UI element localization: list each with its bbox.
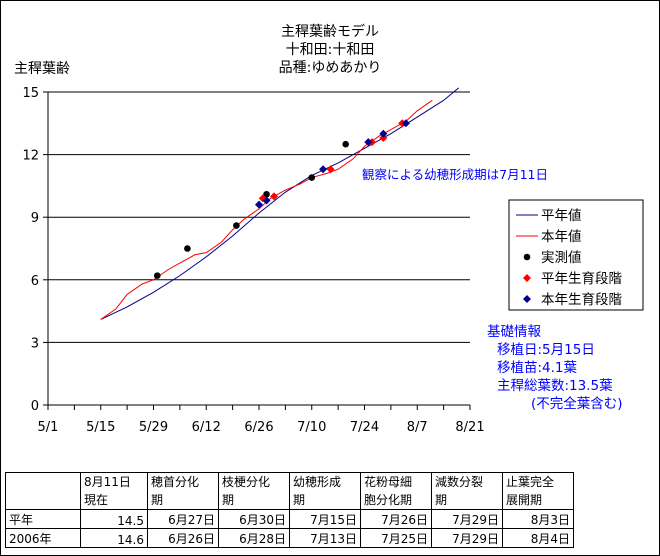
table-cell: 6月27日 (147, 509, 219, 529)
table-cell: 7月26日 (360, 509, 432, 529)
data-point (153, 272, 161, 279)
growth-stage-table: 8月11日 現在 穂首分化期 枝梗分化期 幼穂形成期 花粉母細 胞分化期 減数分裂期… (5, 472, 574, 548)
table-header-cell: 幼穂形成期 (289, 472, 361, 510)
legend-entry: 本年値 (541, 229, 582, 245)
y-tick-label: 9 (31, 211, 39, 226)
legend-box (508, 199, 644, 311)
data-point (401, 119, 410, 128)
info-line: 移植日:5月15日 (497, 342, 595, 358)
data-point (262, 196, 271, 205)
table-cell: 6月26日 (147, 528, 219, 548)
info-heading: 基礎情報 (487, 323, 541, 340)
table-header-cell: 穂首分化期 (147, 472, 219, 510)
info-line: 移植苗:4.1葉 (497, 360, 578, 376)
y-tick-label: 3 (31, 336, 39, 351)
x-tick-label: 6/26 (244, 420, 273, 435)
data-point (308, 174, 316, 181)
table-header-cell: 減数分裂期 (431, 472, 503, 510)
table-cell: 7月29日 (431, 528, 503, 548)
data-point (379, 129, 388, 138)
data-point (319, 165, 328, 174)
table-cell: 7月25日 (360, 528, 432, 548)
chart-title-line: 十和田:十和田 (286, 42, 375, 58)
data-point (184, 245, 191, 252)
x-tick-label: 5/15 (86, 420, 115, 435)
table-row: 2006年 14.6 6月26日 6月28日 7月13日 7月25日 7月29日… (5, 528, 574, 548)
table-header-cell (5, 472, 81, 510)
table-cell: 8月4日 (502, 528, 574, 548)
data-point (326, 165, 335, 174)
table-cell: 8月3日 (502, 509, 574, 529)
y-tick-label: 12 (22, 149, 39, 164)
data-point (342, 140, 349, 148)
x-tick-label: 7/10 (297, 420, 326, 435)
table-header-cell: 止葉完全 展開期 (502, 472, 574, 510)
legend-swatch (523, 253, 531, 261)
table-cell: 7月13日 (289, 528, 361, 548)
x-tick-label: 5/1 (38, 420, 59, 435)
data-point (255, 200, 263, 209)
chart-annotation: 観察による幼穂形成期は7月11日 (362, 167, 548, 182)
table-header-cell: 枝梗分化期 (218, 472, 290, 510)
legend-swatch (523, 295, 531, 303)
data-point (270, 192, 279, 201)
legend-entry: 平年生育段階 (541, 271, 622, 287)
table-cell: 14.6 (80, 528, 148, 548)
table-header-row: 8月11日 現在 穂首分化期 枝梗分化期 幼穂形成期 花粉母細 胞分化期 減数分裂期… (5, 472, 574, 510)
legend-swatch (523, 274, 531, 282)
y-tick-label: 6 (31, 274, 39, 289)
x-tick-label: 5/29 (139, 420, 168, 435)
y-axis-label: 主稈葉齢 (14, 61, 70, 77)
data-point (263, 190, 270, 198)
legend-entry: 平年値 (541, 208, 582, 224)
x-tick-label: 7/24 (350, 420, 379, 435)
legend-entry: 実測値 (541, 250, 582, 266)
y-tick-label: 15 (22, 86, 39, 101)
x-tick-label: 8/7 (407, 420, 428, 435)
table-header-cell: 花粉母細 胞分化期 (360, 472, 432, 510)
info-line: 主稈総葉数:13.5葉 (497, 378, 613, 394)
data-point (364, 138, 373, 147)
x-tick-label: 6/12 (192, 420, 221, 435)
table-header-cell: 8月11日 現在 (80, 472, 148, 510)
x-tick-label: 8/21 (455, 420, 484, 435)
data-point (379, 133, 388, 142)
chart-title-line: 品種:ゆめあかり (279, 60, 382, 76)
table-cell: 6月28日 (218, 528, 290, 548)
table-cell: 7月15日 (289, 509, 361, 529)
row-label: 2006年 (5, 528, 81, 548)
legend-entry: 本年生育段階 (541, 292, 622, 308)
y-tick-label: 0 (31, 399, 39, 414)
data-point (233, 222, 240, 229)
chart-title-line: 主稈葉齢モデル (281, 23, 379, 40)
row-label: 平年 (5, 509, 81, 529)
table-cell: 7月29日 (431, 509, 503, 529)
table-cell: 6月30日 (218, 509, 290, 529)
table-row: 平年 14.5 6月27日 6月30日 7月15日 7月26日 7月29日 8月… (5, 509, 574, 529)
table-cell: 14.5 (80, 509, 148, 529)
info-line: (不完全葉含む) (531, 395, 623, 412)
